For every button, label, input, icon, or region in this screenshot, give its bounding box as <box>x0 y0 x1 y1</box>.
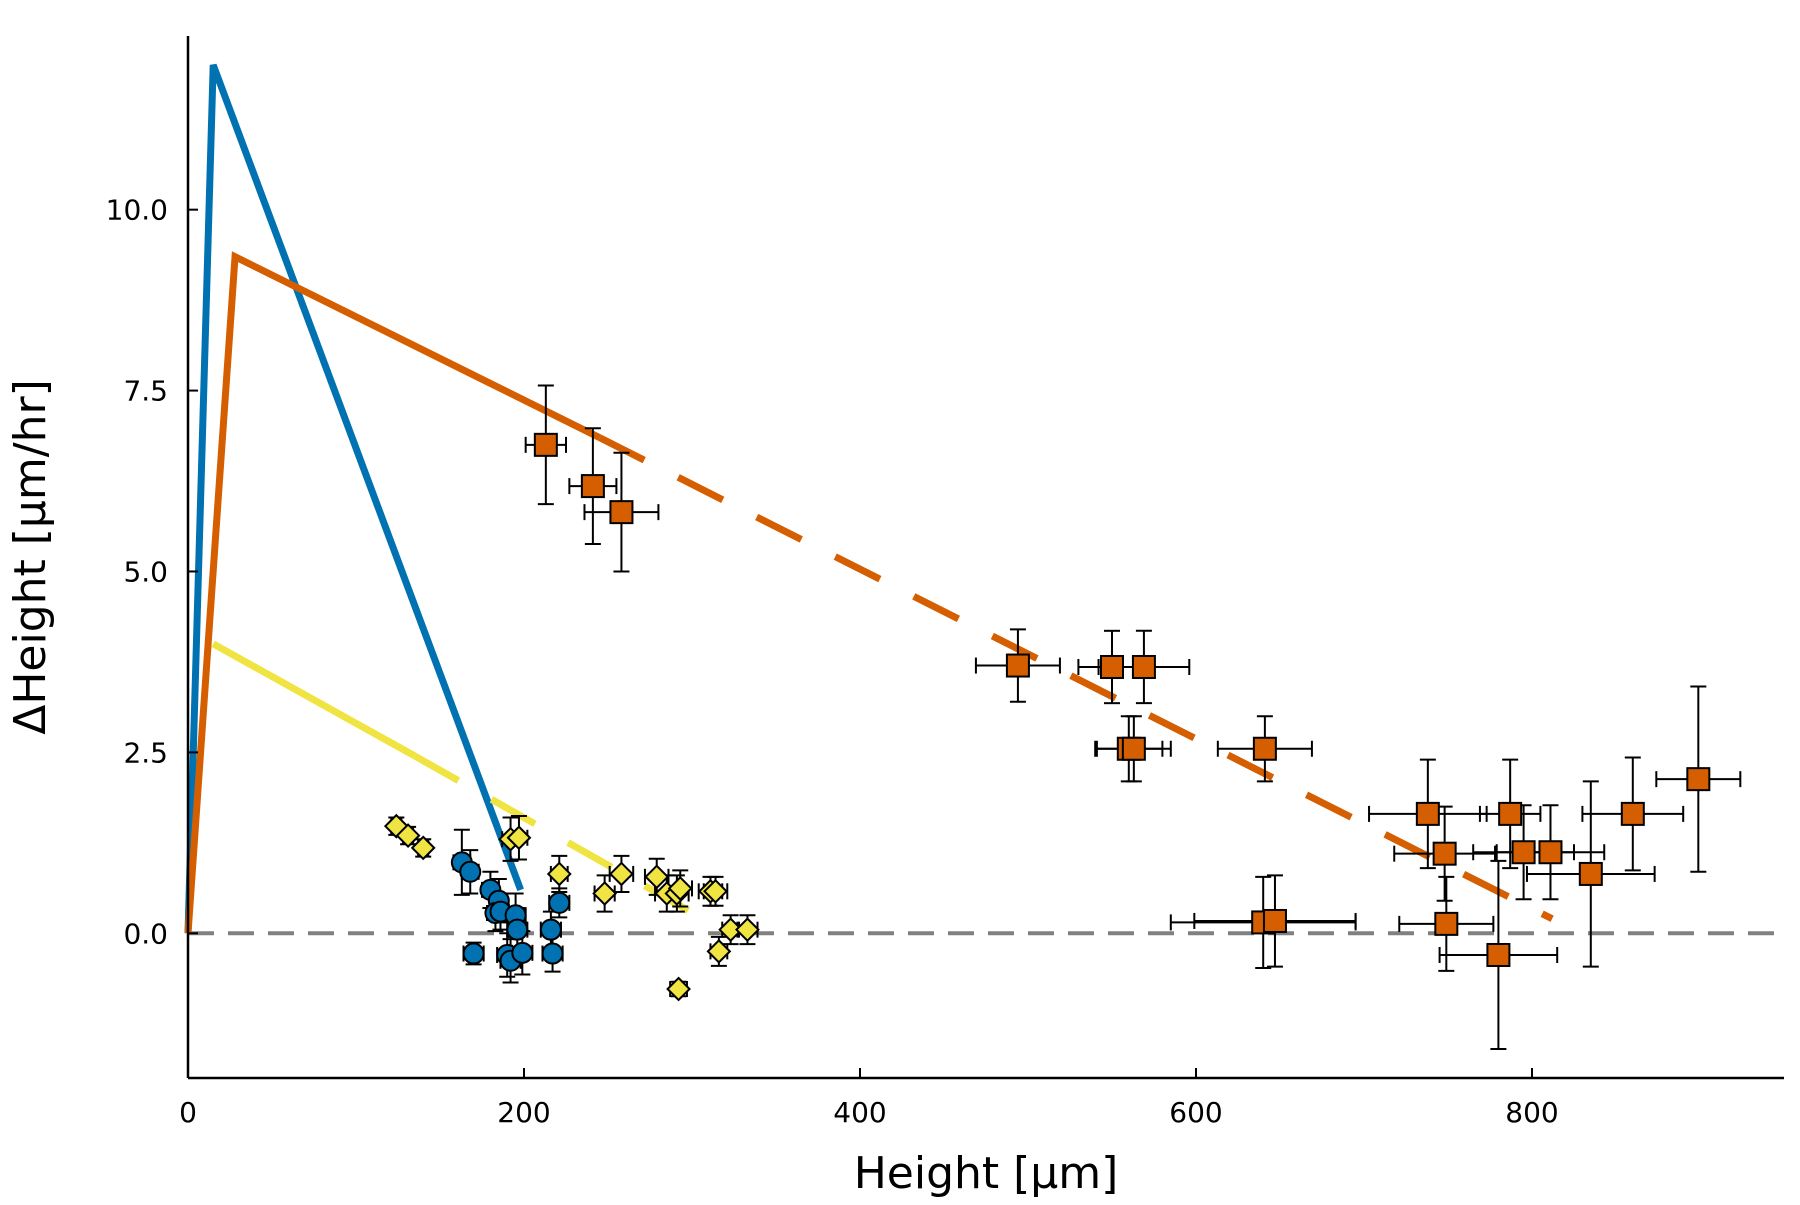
data-point-square <box>1432 841 1457 866</box>
data-point-square <box>1005 653 1030 678</box>
data-point-circle <box>541 942 564 965</box>
data-point-diamond <box>718 917 744 943</box>
data-point-square <box>609 500 634 525</box>
data-point-diamond <box>609 861 634 887</box>
data-point-circle <box>462 942 485 965</box>
data-point-square <box>1486 942 1511 967</box>
data-point-diamond <box>410 835 436 861</box>
fit-line-2-segment-2 <box>598 434 1554 922</box>
y-tick-label: 10.0 <box>106 194 168 227</box>
data-point-square <box>1686 767 1711 792</box>
data-point-square <box>533 432 558 457</box>
axes-group <box>186 36 1784 1080</box>
data-point-square <box>1131 654 1156 679</box>
data-point-diamond <box>703 878 728 904</box>
data-point-circle <box>506 918 529 941</box>
data-point-square <box>1498 801 1523 826</box>
data-point-diamond <box>395 823 421 849</box>
data-point-square <box>1578 861 1603 886</box>
data-point-diamond <box>644 864 670 890</box>
data-points-group <box>383 432 1711 1002</box>
data-point-square <box>1511 840 1536 865</box>
data-point-circle <box>459 860 482 883</box>
data-point-diamond <box>735 917 760 943</box>
data-point-diamond <box>667 875 693 901</box>
data-point-square <box>1252 736 1277 761</box>
data-point-diamond <box>592 881 618 906</box>
data-point-square <box>580 474 605 499</box>
x-tick-label: 0 <box>179 1096 197 1129</box>
x-tick-label: 400 <box>833 1096 886 1129</box>
data-point-square <box>1434 911 1459 936</box>
y-tick-label: 5.0 <box>123 555 168 588</box>
x-tick-label: 800 <box>1505 1096 1558 1129</box>
x-axis-title: Height [µm] <box>854 1148 1119 1199</box>
y-tick-label: 2.5 <box>123 736 168 769</box>
fit-line-2-segment-1 <box>184 251 602 934</box>
data-point-square <box>1620 801 1645 826</box>
fit-line-3-segment-1 <box>211 640 417 760</box>
data-point-diamond <box>706 938 732 964</box>
data-point-diamond <box>546 861 572 887</box>
data-point-square <box>1100 654 1124 679</box>
data-point-square <box>1121 736 1146 761</box>
y-tick-label: 0.0 <box>123 917 168 950</box>
data-point-square <box>1262 908 1287 933</box>
data-point-circle <box>539 918 562 941</box>
y-axis-title: ΔHeight [µm/hr] <box>5 379 56 735</box>
data-point-square <box>1415 801 1440 826</box>
fit-lines-group <box>184 63 1554 934</box>
data-point-diamond <box>666 976 691 1002</box>
x-tick-label: 600 <box>1169 1096 1222 1129</box>
data-point-diamond <box>506 825 532 851</box>
data-point-square <box>1538 840 1563 865</box>
fit-line-1-segment-1 <box>184 63 524 934</box>
data-point-circle <box>548 891 571 914</box>
tick-labels-group: 0 200 400 600 800 0.0 2.5 5.0 7.5 10.0 <box>106 194 1559 1129</box>
data-point-circle <box>511 941 534 964</box>
x-tick-label: 200 <box>497 1096 550 1129</box>
y-tick-label: 7.5 <box>123 375 168 408</box>
